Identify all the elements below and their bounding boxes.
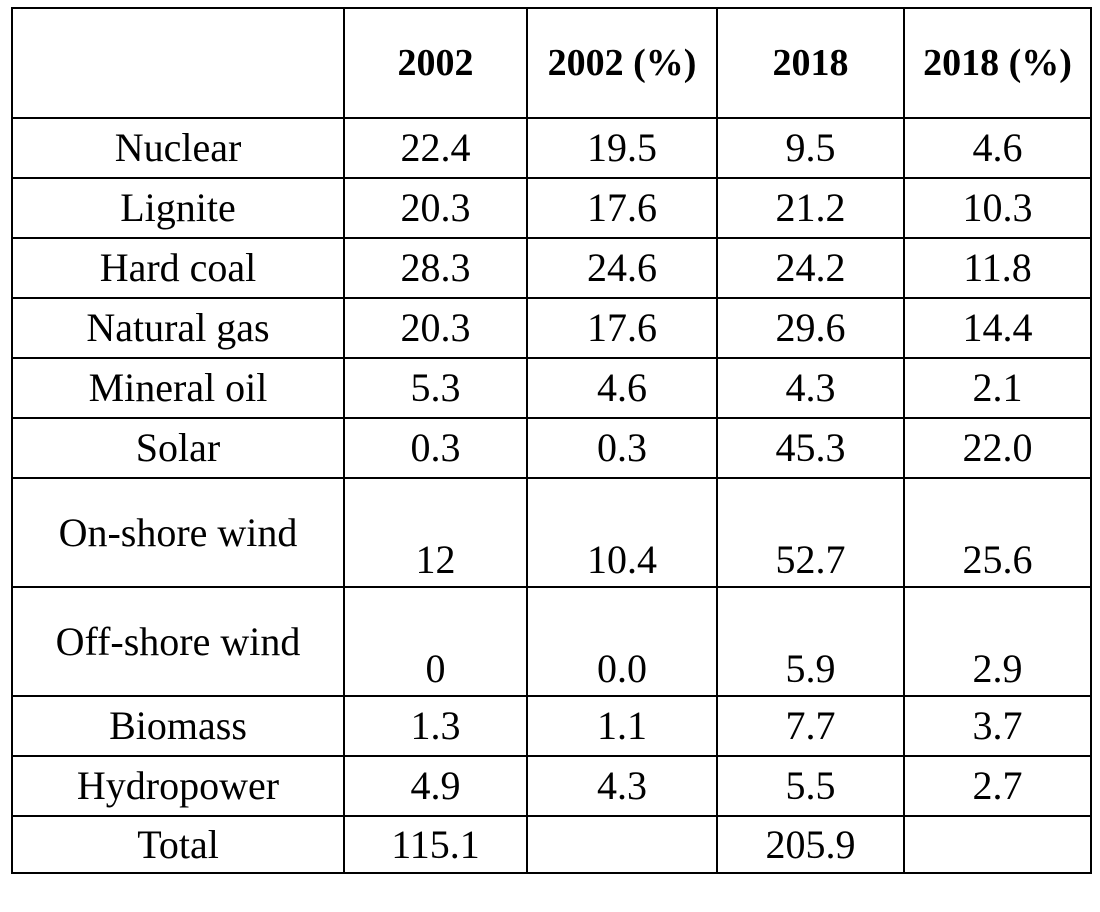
source-cell: Off-shore wind bbox=[11, 586, 345, 697]
percent-2018-cell: 2.7 bbox=[903, 755, 1092, 817]
source-cell: Mineral oil bbox=[11, 357, 345, 419]
table-row: Solar 0.3 0.3 45.3 22.0 bbox=[11, 417, 1092, 479]
total-row: Total 115.1 205.9 bbox=[11, 815, 1092, 874]
value-2002-cell: 5.3 bbox=[343, 357, 528, 419]
table-row: Nuclear 22.4 19.5 9.5 4.6 bbox=[11, 117, 1092, 179]
value-2002-cell: 0 bbox=[343, 586, 528, 697]
table-row: Biomass 1.3 1.1 7.7 3.7 bbox=[11, 695, 1092, 757]
source-cell: Natural gas bbox=[11, 297, 345, 359]
total-2002-percent-cell bbox=[526, 815, 718, 874]
value-2002-cell: 4.9 bbox=[343, 755, 528, 817]
value-2018-cell: 24.2 bbox=[716, 237, 905, 299]
total-2018-cell: 205.9 bbox=[716, 815, 905, 874]
value-2018-cell: 7.7 bbox=[716, 695, 905, 757]
percent-2002-cell: 1.1 bbox=[526, 695, 718, 757]
value-2002-cell: 12 bbox=[343, 477, 528, 588]
value-2018-cell: 29.6 bbox=[716, 297, 905, 359]
value-2018-cell: 52.7 bbox=[716, 477, 905, 588]
percent-2018-cell: 25.6 bbox=[903, 477, 1092, 588]
percent-2002-cell: 4.6 bbox=[526, 357, 718, 419]
value-2002-cell: 0.3 bbox=[343, 417, 528, 479]
table-row: Off-shore wind 0 0.0 5.9 2.9 bbox=[11, 586, 1092, 697]
percent-2018-cell: 2.1 bbox=[903, 357, 1092, 419]
table-row: Natural gas 20.3 17.6 29.6 14.4 bbox=[11, 297, 1092, 359]
header-cell-2018-percent: 2018 (%) bbox=[903, 7, 1092, 119]
percent-2002-cell: 4.3 bbox=[526, 755, 718, 817]
percent-2002-cell: 17.6 bbox=[526, 297, 718, 359]
percent-2018-cell: 11.8 bbox=[903, 237, 1092, 299]
source-cell: Biomass bbox=[11, 695, 345, 757]
percent-2002-cell: 24.6 bbox=[526, 237, 718, 299]
value-2002-cell: 20.3 bbox=[343, 297, 528, 359]
header-row: 2002 2002 (%) 2018 2018 (%) bbox=[11, 7, 1092, 119]
value-2018-cell: 45.3 bbox=[716, 417, 905, 479]
value-2018-cell: 5.9 bbox=[716, 586, 905, 697]
total-2002-cell: 115.1 bbox=[343, 815, 528, 874]
header-cell-2018: 2018 bbox=[716, 7, 905, 119]
percent-2002-cell: 17.6 bbox=[526, 177, 718, 239]
source-cell: Hard coal bbox=[11, 237, 345, 299]
table-row: Hydropower 4.9 4.3 5.5 2.7 bbox=[11, 755, 1092, 817]
source-cell: Lignite bbox=[11, 177, 345, 239]
header-cell-2002: 2002 bbox=[343, 7, 528, 119]
value-2002-cell: 28.3 bbox=[343, 237, 528, 299]
table-row: On-shore wind 12 10.4 52.7 25.6 bbox=[11, 477, 1092, 588]
value-2018-cell: 5.5 bbox=[716, 755, 905, 817]
value-2002-cell: 22.4 bbox=[343, 117, 528, 179]
table-row: Hard coal 28.3 24.6 24.2 11.8 bbox=[11, 237, 1092, 299]
percent-2018-cell: 3.7 bbox=[903, 695, 1092, 757]
total-label-cell: Total bbox=[11, 815, 345, 874]
percent-2002-cell: 19.5 bbox=[526, 117, 718, 179]
percent-2018-cell: 10.3 bbox=[903, 177, 1092, 239]
value-2018-cell: 4.3 bbox=[716, 357, 905, 419]
source-cell: Nuclear bbox=[11, 117, 345, 179]
source-cell: On-shore wind bbox=[11, 477, 345, 588]
table-row: Mineral oil 5.3 4.6 4.3 2.1 bbox=[11, 357, 1092, 419]
total-2018-percent-cell bbox=[903, 815, 1092, 874]
percent-2002-cell: 0.0 bbox=[526, 586, 718, 697]
header-cell-empty bbox=[11, 7, 345, 119]
value-2018-cell: 9.5 bbox=[716, 117, 905, 179]
percent-2002-cell: 0.3 bbox=[526, 417, 718, 479]
energy-table: 2002 2002 (%) 2018 2018 (%) Nuclear 22.4… bbox=[11, 7, 1092, 874]
percent-2018-cell: 22.0 bbox=[903, 417, 1092, 479]
value-2018-cell: 21.2 bbox=[716, 177, 905, 239]
source-cell: Hydropower bbox=[11, 755, 345, 817]
value-2002-cell: 1.3 bbox=[343, 695, 528, 757]
percent-2018-cell: 4.6 bbox=[903, 117, 1092, 179]
table-row: Lignite 20.3 17.6 21.2 10.3 bbox=[11, 177, 1092, 239]
percent-2018-cell: 14.4 bbox=[903, 297, 1092, 359]
percent-2002-cell: 10.4 bbox=[526, 477, 718, 588]
value-2002-cell: 20.3 bbox=[343, 177, 528, 239]
header-cell-2002-percent: 2002 (%) bbox=[526, 7, 718, 119]
source-cell: Solar bbox=[11, 417, 345, 479]
percent-2018-cell: 2.9 bbox=[903, 586, 1092, 697]
